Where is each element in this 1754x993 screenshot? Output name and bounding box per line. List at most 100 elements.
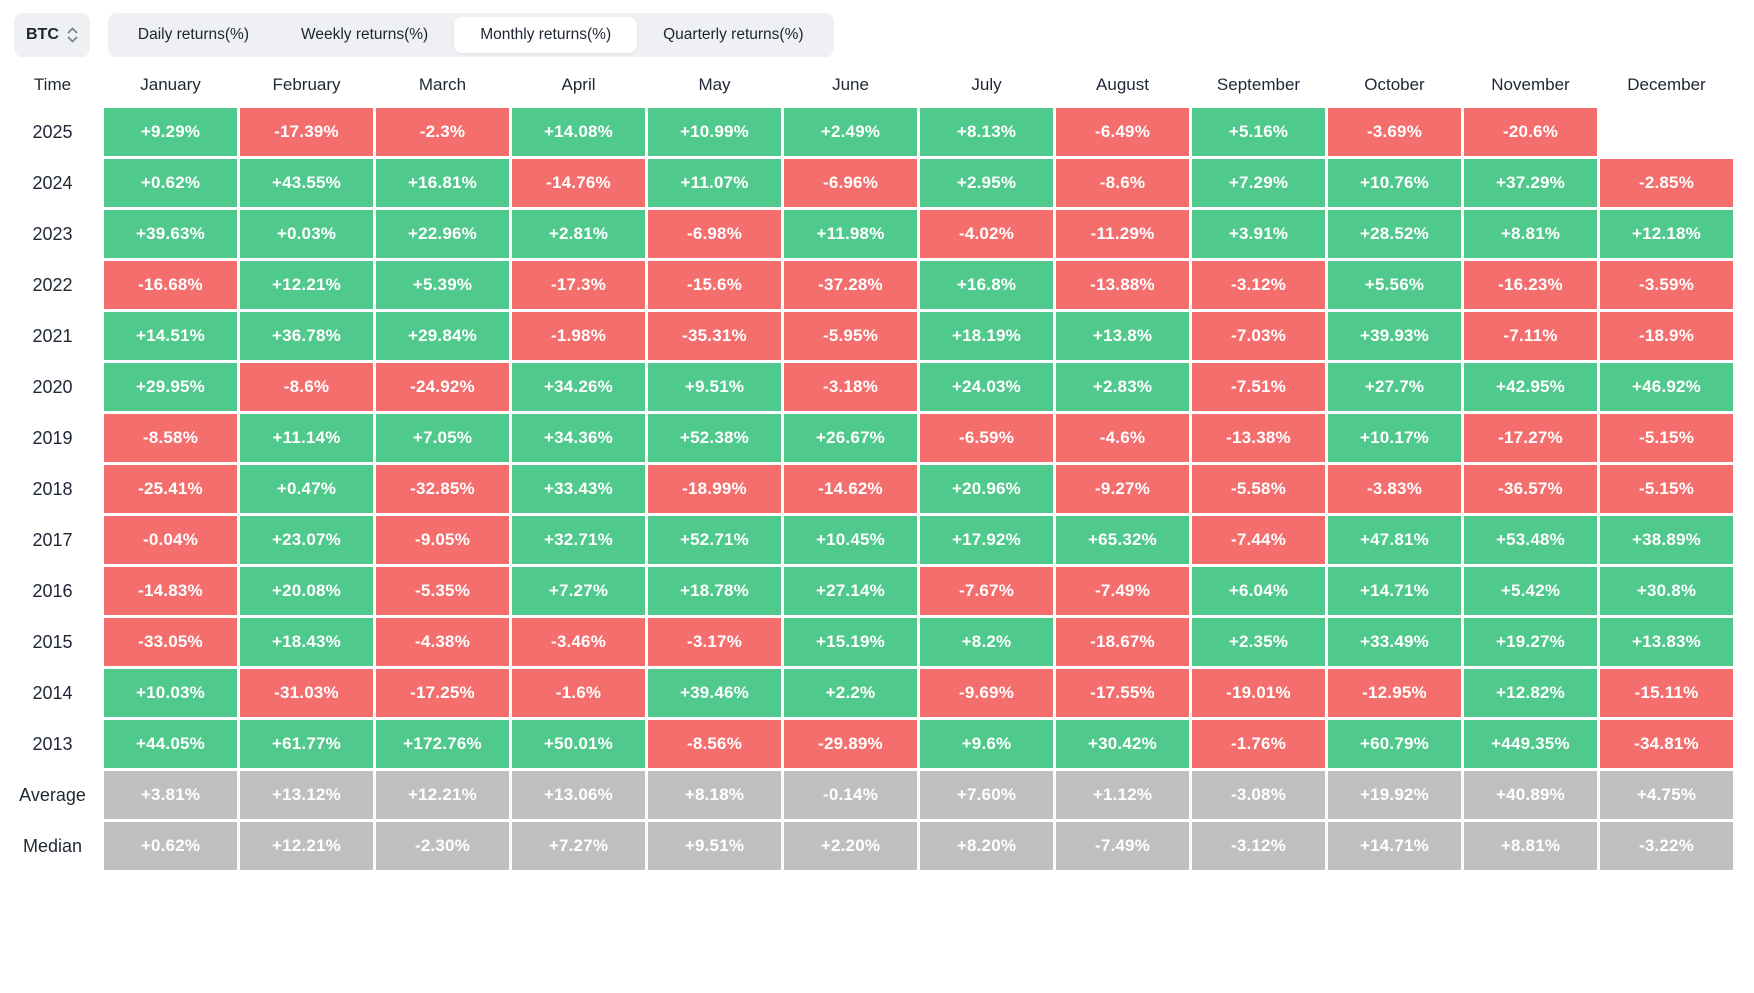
return-cell-median-july: +8.20% <box>920 822 1053 870</box>
return-cell-2025-october: -3.69% <box>1328 108 1461 156</box>
return-cell-2022-december: -3.59% <box>1600 261 1733 309</box>
row-label-2015: 2015 <box>4 618 101 666</box>
return-cell-2022-january: -16.68% <box>104 261 237 309</box>
return-cell-2013-july: +9.6% <box>920 720 1053 768</box>
return-cell-2024-january: +0.62% <box>104 159 237 207</box>
updown-chevron-icon <box>67 27 78 43</box>
return-cell-2014-august: -17.55% <box>1056 669 1189 717</box>
return-cell-2016-october: +14.71% <box>1328 567 1461 615</box>
return-cell-2019-february: +11.14% <box>240 414 373 462</box>
return-cell-2021-july: +18.19% <box>920 312 1053 360</box>
return-cell-2020-january: +29.95% <box>104 363 237 411</box>
returns-period-tabs: Daily returns(%) Weekly returns(%) Monthly… <box>107 13 834 57</box>
return-cell-2019-july: -6.59% <box>920 414 1053 462</box>
return-cell-median-february: +12.21% <box>240 822 373 870</box>
return-cell-2025-august: -6.49% <box>1056 108 1189 156</box>
column-header-december: December <box>1600 65 1733 105</box>
return-cell-2018-march: -32.85% <box>376 465 509 513</box>
return-cell-2019-december: -5.15% <box>1600 414 1733 462</box>
return-cell-median-november: +8.81% <box>1464 822 1597 870</box>
return-cell-2016-march: -5.35% <box>376 567 509 615</box>
return-cell-2015-august: -18.67% <box>1056 618 1189 666</box>
return-cell-2023-february: +0.03% <box>240 210 373 258</box>
return-cell-2021-april: -1.98% <box>512 312 645 360</box>
return-cell-2019-may: +52.38% <box>648 414 781 462</box>
return-cell-2020-may: +9.51% <box>648 363 781 411</box>
return-cell-2020-december: +46.92% <box>1600 363 1733 411</box>
return-cell-2019-october: +10.17% <box>1328 414 1461 462</box>
toolbar: BTC Daily returns(%) Weekly returns(%) Mon… <box>0 0 1754 58</box>
return-cell-2017-september: -7.44% <box>1192 516 1325 564</box>
return-cell-2013-june: -29.89% <box>784 720 917 768</box>
return-cell-2015-september: +2.35% <box>1192 618 1325 666</box>
return-cell-2022-july: +16.8% <box>920 261 1053 309</box>
return-cell-2017-august: +65.32% <box>1056 516 1189 564</box>
column-header-october: October <box>1328 65 1461 105</box>
tab-quarterly-returns[interactable]: Quarterly returns(%) <box>663 26 804 43</box>
return-cell-2022-september: -3.12% <box>1192 261 1325 309</box>
return-cell-2014-september: -19.01% <box>1192 669 1325 717</box>
return-cell-average-september: -3.08% <box>1192 771 1325 819</box>
symbol-select-label: BTC <box>26 26 59 43</box>
return-cell-median-august: -7.49% <box>1056 822 1189 870</box>
return-cell-2018-may: -18.99% <box>648 465 781 513</box>
return-cell-2015-march: -4.38% <box>376 618 509 666</box>
return-cell-2024-july: +2.95% <box>920 159 1053 207</box>
row-label-2024: 2024 <box>4 159 101 207</box>
return-cell-2014-january: +10.03% <box>104 669 237 717</box>
column-header-july: July <box>920 65 1053 105</box>
return-cell-2019-september: -13.38% <box>1192 414 1325 462</box>
return-cell-median-january: +0.62% <box>104 822 237 870</box>
return-cell-2024-december: -2.85% <box>1600 159 1733 207</box>
return-cell-average-april: +13.06% <box>512 771 645 819</box>
return-cell-2016-august: -7.49% <box>1056 567 1189 615</box>
return-cell-2023-june: +11.98% <box>784 210 917 258</box>
tab-daily-returns[interactable]: Daily returns(%) <box>137 26 249 43</box>
return-cell-median-june: +2.20% <box>784 822 917 870</box>
return-cell-2023-march: +22.96% <box>376 210 509 258</box>
row-label-2013: 2013 <box>4 720 101 768</box>
return-cell-2025-june: +2.49% <box>784 108 917 156</box>
return-cell-2020-october: +27.7% <box>1328 363 1461 411</box>
row-label-2022: 2022 <box>4 261 101 309</box>
return-cell-2019-january: -8.58% <box>104 414 237 462</box>
return-cell-2018-june: -14.62% <box>784 465 917 513</box>
return-cell-2017-july: +17.92% <box>920 516 1053 564</box>
return-cell-2020-february: -8.6% <box>240 363 373 411</box>
return-cell-average-february: +13.12% <box>240 771 373 819</box>
return-cell-2016-january: -14.83% <box>104 567 237 615</box>
return-cell-2020-june: -3.18% <box>784 363 917 411</box>
row-label-median: Median <box>4 822 101 870</box>
return-cell-2021-october: +39.93% <box>1328 312 1461 360</box>
column-header-february: February <box>240 65 373 105</box>
return-cell-2022-november: -16.23% <box>1464 261 1597 309</box>
row-label-2023: 2023 <box>4 210 101 258</box>
return-cell-2020-august: +2.83% <box>1056 363 1189 411</box>
row-label-2019: 2019 <box>4 414 101 462</box>
return-cell-2013-april: +50.01% <box>512 720 645 768</box>
symbol-select[interactable]: BTC <box>14 13 90 57</box>
return-cell-2015-january: -33.05% <box>104 618 237 666</box>
return-cell-2025-february: -17.39% <box>240 108 373 156</box>
return-cell-2018-february: +0.47% <box>240 465 373 513</box>
return-cell-2019-june: +26.67% <box>784 414 917 462</box>
return-cell-2022-march: +5.39% <box>376 261 509 309</box>
return-cell-2013-august: +30.42% <box>1056 720 1189 768</box>
row-label-2014: 2014 <box>4 669 101 717</box>
return-cell-2022-june: -37.28% <box>784 261 917 309</box>
return-cell-2020-september: -7.51% <box>1192 363 1325 411</box>
return-cell-average-january: +3.81% <box>104 771 237 819</box>
return-cell-2015-june: +15.19% <box>784 618 917 666</box>
return-cell-2017-january: -0.04% <box>104 516 237 564</box>
return-cell-2014-october: -12.95% <box>1328 669 1461 717</box>
tab-monthly-returns[interactable]: Monthly returns(%) <box>454 17 638 53</box>
tab-weekly-returns[interactable]: Weekly returns(%) <box>301 26 429 43</box>
return-cell-2023-november: +8.81% <box>1464 210 1597 258</box>
return-cell-2025-april: +14.08% <box>512 108 645 156</box>
return-cell-average-august: +1.12% <box>1056 771 1189 819</box>
return-cell-2024-august: -8.6% <box>1056 159 1189 207</box>
return-cell-2014-february: -31.03% <box>240 669 373 717</box>
return-cell-2018-april: +33.43% <box>512 465 645 513</box>
column-header-time: Time <box>4 65 101 105</box>
return-cell-2021-may: -35.31% <box>648 312 781 360</box>
